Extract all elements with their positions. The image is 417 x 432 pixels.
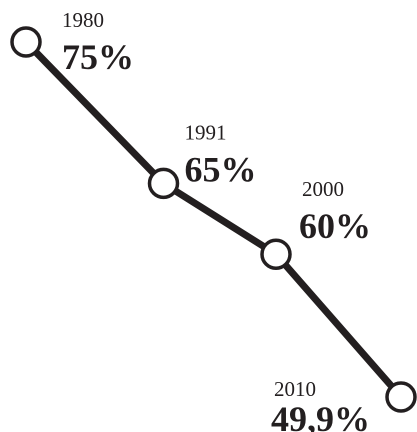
data-point-marker-1991 [147,167,180,200]
year-label-1991: 1991 [185,120,227,144]
data-point-marker-1980 [10,26,42,58]
value-label-2010: 49,9% [271,399,370,432]
marker-layer [10,26,417,413]
year-label-1980: 1980 [62,8,104,32]
data-point-marker-2000 [260,238,292,270]
value-label-1991: 65% [185,149,257,189]
series-line-layer [22,38,405,401]
value-label-2000: 60% [299,206,371,246]
value-label-1980: 75% [62,37,134,77]
year-label-2010: 2010 [274,377,316,401]
series-line [22,38,405,401]
data-point-marker-2010 [385,381,417,413]
year-label-2000: 2000 [302,177,344,201]
